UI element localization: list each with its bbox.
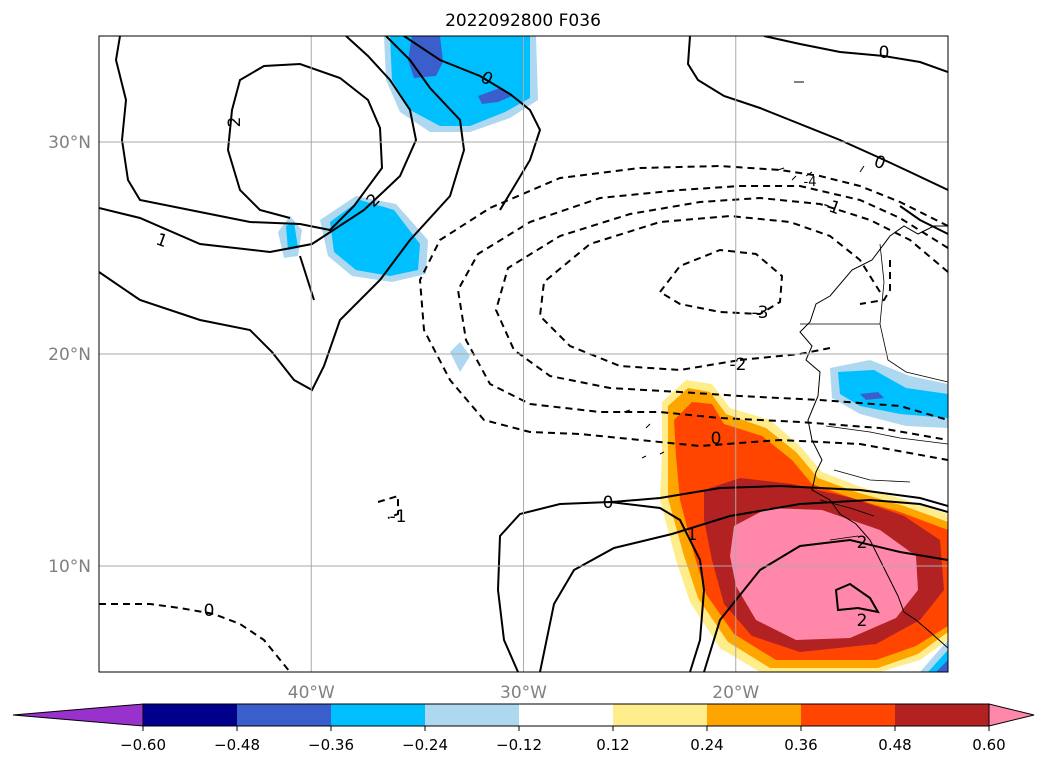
- negative-shading-small-1-core: [286, 222, 298, 250]
- colorbar-extend-max: [988, 703, 1035, 727]
- negative-shading-north-deep-2: [478, 88, 512, 104]
- contours: [99, 36, 948, 672]
- contour-label: -2: [730, 355, 747, 375]
- contour-dashed: [418, 164, 948, 461]
- contour-solid: [763, 36, 948, 73]
- coastlines: [623, 81, 948, 649]
- contour-solid: [899, 205, 948, 235]
- negative-shading-north-deep: [408, 36, 443, 78]
- longitude-tick-labels: 40°W 30°W 20°W: [288, 683, 760, 703]
- contour-dashed: [377, 494, 399, 519]
- contour-solid: [686, 36, 948, 191]
- colorbar-segment: [613, 704, 708, 726]
- contour-label: 2: [225, 117, 245, 128]
- colorbar-tick-label: −0.36: [308, 736, 354, 754]
- contour-label: -1: [390, 507, 407, 527]
- negative-shading-east-deep: [860, 392, 884, 400]
- contour-solid: [99, 36, 466, 392]
- contour-label: 1: [687, 525, 698, 545]
- coastline-canary-islands: [777, 165, 865, 181]
- colorbar-tick-label: 0.12: [596, 736, 629, 754]
- colorbar-segment: [143, 704, 238, 726]
- contour-label: 2: [857, 611, 868, 631]
- contour-solid: [834, 582, 880, 614]
- contour-label: -3: [752, 303, 769, 323]
- country-borders: [800, 243, 948, 541]
- colorbar-segment: [519, 704, 614, 726]
- negative-shading-east-core: [838, 370, 948, 418]
- coastline-africa: [799, 225, 948, 649]
- contour-dashed: [658, 248, 784, 316]
- negative-shading-small-2: [450, 342, 470, 372]
- latitude-tick-label: 10°N: [48, 557, 91, 577]
- colorbar-tick-label: −0.24: [402, 736, 448, 754]
- colorbar-segment: [895, 704, 990, 726]
- colorbar-tick-label: 0.48: [878, 736, 911, 754]
- longitude-tick-label: 20°W: [712, 683, 759, 703]
- contour-solid: [114, 36, 384, 232]
- longitude-tick-label: 40°W: [288, 683, 335, 703]
- contour-solid: [539, 498, 948, 672]
- longitude-tick-label: 30°W: [500, 683, 547, 703]
- latitude-tick-labels: 10°N 20°N 30°N: [48, 133, 91, 577]
- negative-shading-southeast-deep: [936, 660, 948, 672]
- contour-dashed: [538, 214, 891, 372]
- contour-label: 0: [204, 601, 215, 621]
- contour-label: 0: [879, 43, 890, 63]
- contour-label: -4: [804, 175, 817, 190]
- contour-dashed: [99, 603, 291, 672]
- contour-solid: [99, 36, 418, 254]
- latitude-tick-label: 20°N: [48, 345, 91, 365]
- latitude-tick-label: 30°N: [48, 133, 91, 153]
- contour-dashed: [494, 196, 948, 421]
- contour-dashed: [456, 185, 948, 441]
- colorbar-segment: [237, 704, 332, 726]
- colorbar-tick-label: 0.36: [784, 736, 817, 754]
- colorbar-segment: [801, 704, 896, 726]
- colorbar-tick-label: 0.60: [972, 736, 1005, 754]
- map-frame: [98, 35, 949, 673]
- contour-solid: [703, 538, 948, 672]
- colorbar-tick-label: 0.24: [690, 736, 723, 754]
- contour-label: 0: [603, 493, 614, 513]
- colorbar-frame: [142, 703, 990, 727]
- colorbar-tick-label: −0.12: [496, 736, 542, 754]
- colorbar: −0.60 −0.48 −0.36 −0.24 −0.12 0.12 0.24 0.36 0.4…: [12, 703, 1035, 754]
- colorbar-tick-label: −0.48: [214, 736, 260, 754]
- colorbar-tick-label: −0.60: [120, 736, 166, 754]
- contour-label: -1: [820, 195, 843, 220]
- chart-title: 2022092800 F036: [445, 11, 601, 31]
- colorbar-segment: [707, 704, 802, 726]
- contour-label: 2: [857, 533, 868, 553]
- colorbar-extend-min: [12, 703, 144, 727]
- colorbar-segment: [425, 704, 520, 726]
- contour-solid: [611, 484, 948, 507]
- contour-label: 0: [711, 429, 722, 449]
- contour-solid: [403, 36, 542, 211]
- contour-solid: [496, 500, 706, 672]
- gridlines: [99, 36, 948, 672]
- shaded-fields: [278, 36, 948, 672]
- colorbar-segment: [331, 704, 426, 726]
